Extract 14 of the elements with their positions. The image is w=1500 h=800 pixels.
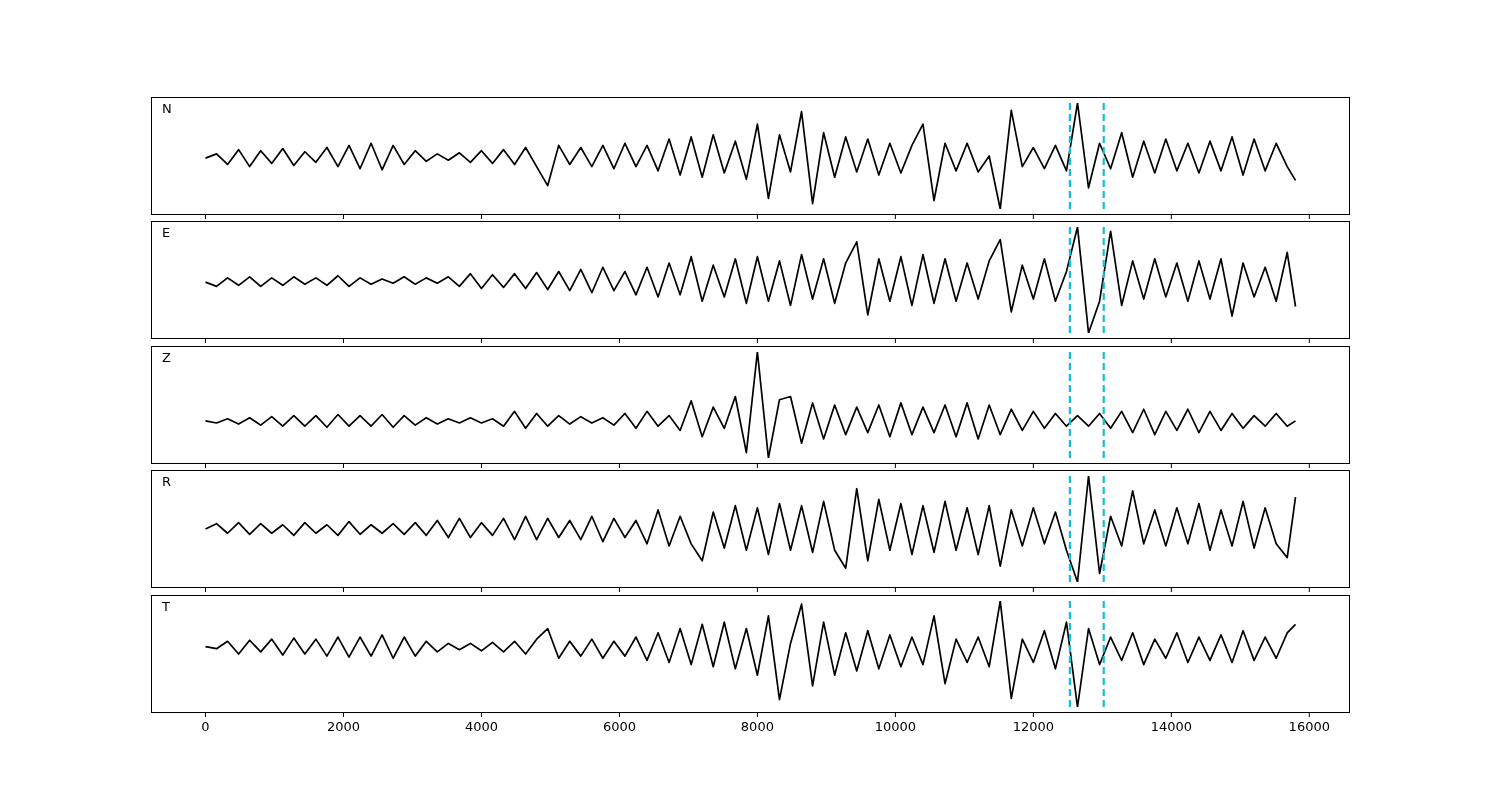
- x-tick-label: 0: [201, 719, 210, 734]
- chart-title: T: [162, 599, 170, 614]
- x-tick-label: 8000: [740, 719, 774, 734]
- x-tick-label: 2000: [326, 719, 361, 734]
- x-tick-label: 6000: [602, 719, 636, 734]
- chart-title: E: [162, 225, 171, 240]
- chart-title: N: [162, 101, 172, 116]
- x-tick-label: 12000: [1012, 719, 1055, 734]
- chart-title: R: [162, 474, 172, 489]
- x-tick-label: 10000: [874, 719, 917, 734]
- x-tick-label: 4000: [464, 719, 498, 734]
- x-tick-label: 16000: [1288, 719, 1330, 734]
- chart-title: Z: [162, 350, 171, 365]
- x-tick-label: 14000: [1150, 719, 1192, 734]
